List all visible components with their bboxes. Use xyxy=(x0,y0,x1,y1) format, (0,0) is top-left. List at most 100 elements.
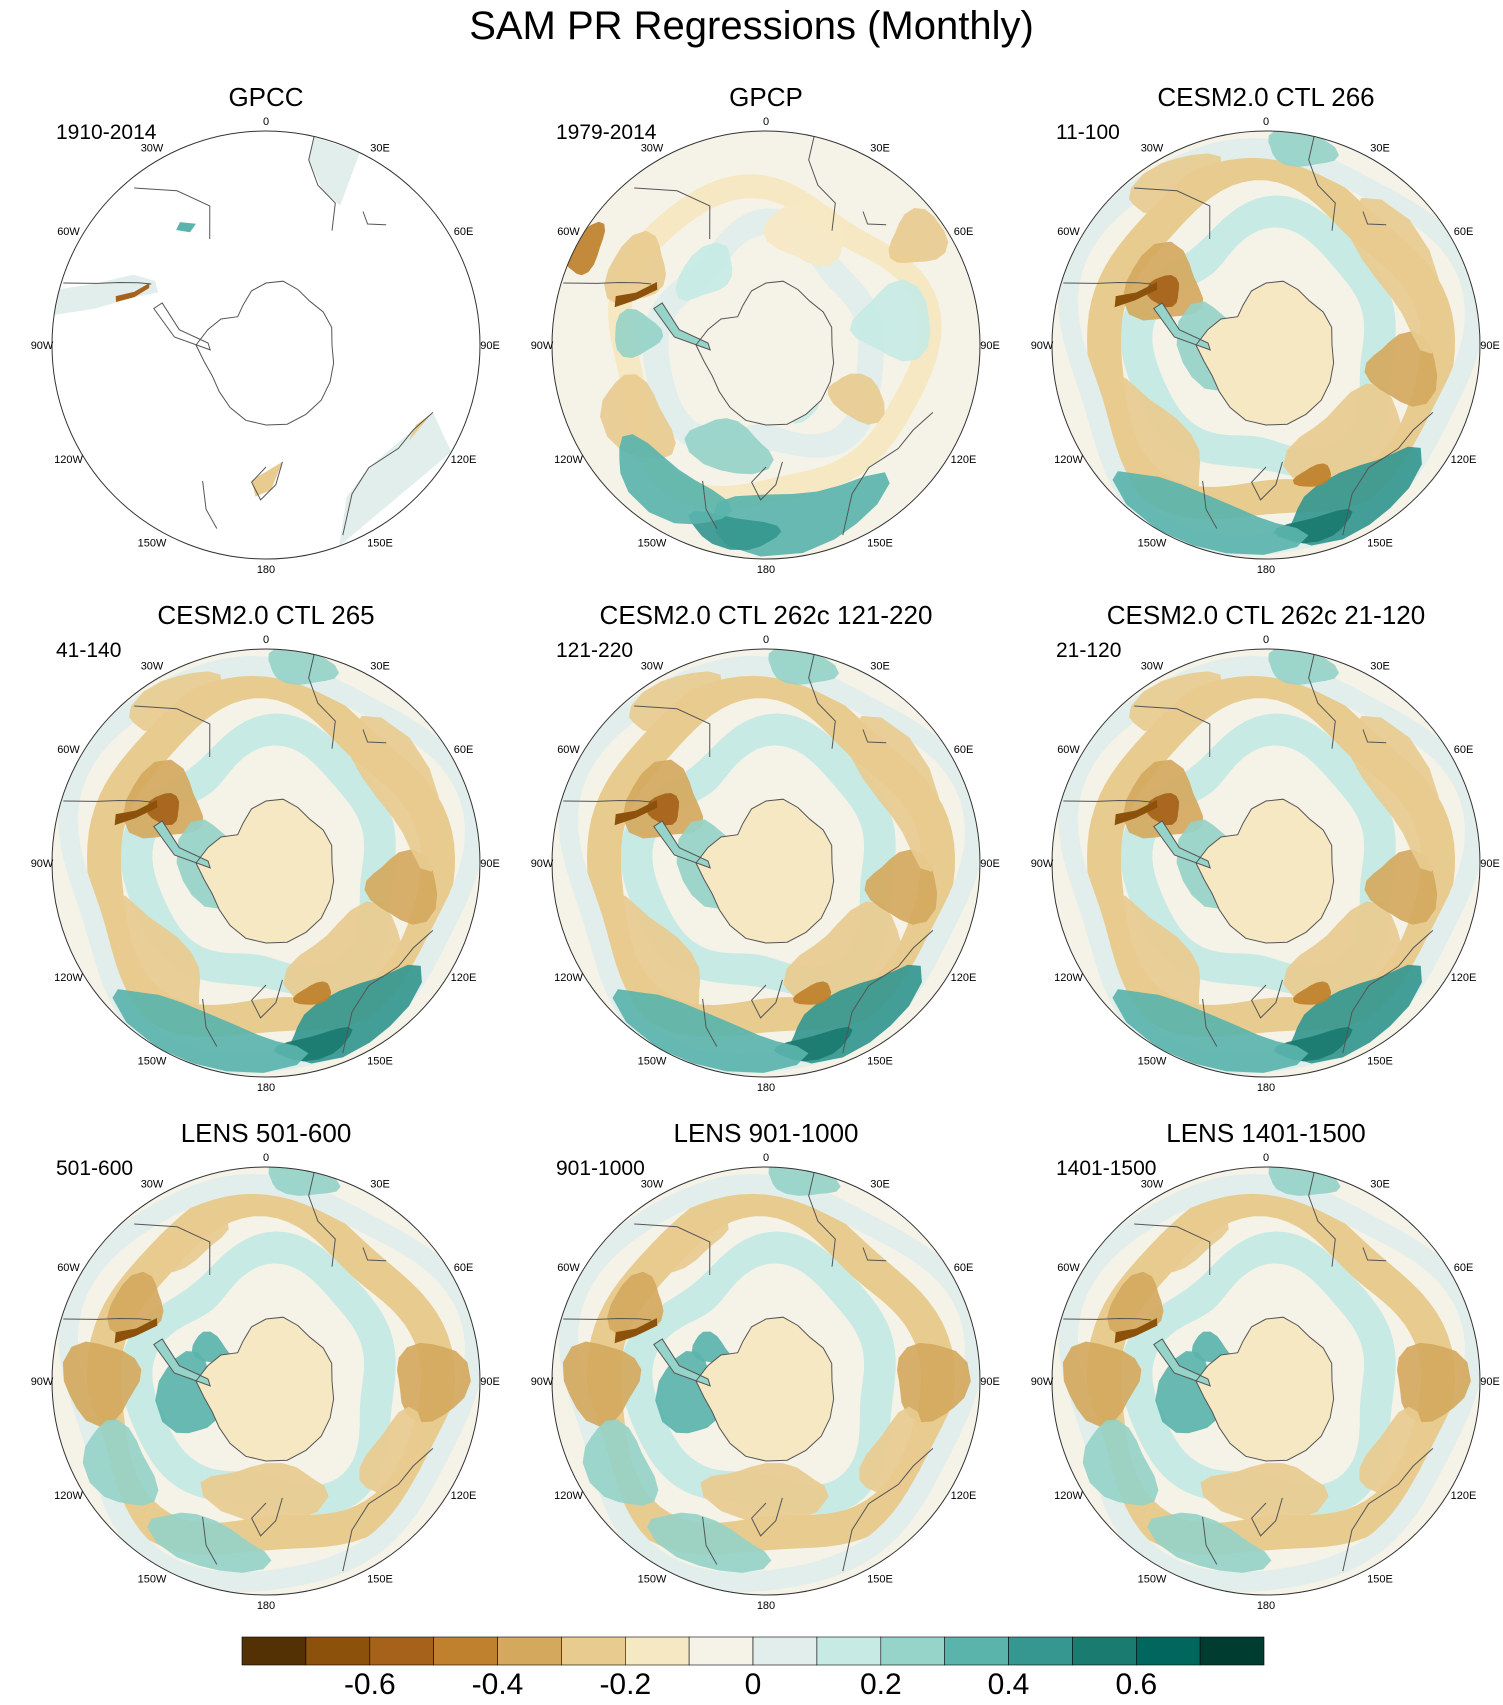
lon-label: 30E xyxy=(1370,1179,1390,1191)
polar-map: 0 30E 60E 90E 120E 150E 180 150W 120W 90W 60W 30W xyxy=(1031,1152,1500,1612)
lon-label: 90E xyxy=(980,1376,1000,1388)
field-anomaly xyxy=(684,418,774,475)
colorbar-swatch xyxy=(561,1636,626,1666)
field-anomaly xyxy=(62,1341,142,1427)
lon-label: 120W xyxy=(1054,1490,1083,1502)
lon-label: 90E xyxy=(1480,1376,1500,1388)
field-anomaly xyxy=(1062,1341,1142,1427)
lon-label: 90E xyxy=(480,858,500,870)
coastline xyxy=(862,1247,887,1262)
polar-map: 0 30E 60E 90E 120E 150E 180 150W 120W 90W 60W 30W xyxy=(1031,634,1500,1094)
field-anomaly xyxy=(1349,715,1443,872)
field-anomaly xyxy=(1200,1463,1329,1524)
coastline xyxy=(750,1497,783,1537)
colorbar-swatch xyxy=(369,1636,434,1666)
lon-label: 120W xyxy=(1054,454,1083,466)
coastline xyxy=(1202,1516,1218,1565)
lon-label: 120W xyxy=(554,454,583,466)
lon-label: 30E xyxy=(1370,143,1390,155)
lon-label: 30W xyxy=(1141,143,1164,155)
field-anomaly xyxy=(762,200,844,267)
map-panel-gpcp: GPCP 1979-2014 0 30E 60E 90E 120E 150E 180 150W… xyxy=(516,80,1016,595)
coastline xyxy=(1308,1172,1336,1267)
antarctica-fill xyxy=(1196,799,1334,943)
field-anomaly xyxy=(700,1463,829,1524)
lon-label: 30W xyxy=(641,661,664,673)
lon-label: 90E xyxy=(980,858,1000,870)
coastline xyxy=(250,461,283,501)
field-anomaly xyxy=(1268,1167,1341,1196)
colorbar-swatch xyxy=(433,1636,498,1666)
lon-label: 60E xyxy=(454,1262,474,1274)
polar-map: 0 30E 60E 90E 120E 150E 180 150W 120W 90W 60W 30W xyxy=(31,116,500,576)
lon-label: 150W xyxy=(638,538,667,550)
field-anomaly xyxy=(864,849,938,925)
coastline xyxy=(134,705,211,758)
field-anomaly xyxy=(1349,197,1443,354)
field-anomaly xyxy=(1105,893,1201,1015)
panel-period: 1401-1500 xyxy=(1056,1157,1157,1180)
lon-label: 180 xyxy=(1257,564,1275,576)
map-panel-gpcc: GPCC 1910-2014 0 30E 60E 90E 120E 150E 180 150W… xyxy=(16,80,516,595)
lon-label: 90W xyxy=(531,340,554,352)
lon-label: 180 xyxy=(757,564,775,576)
andes-anomaly xyxy=(1114,800,1158,826)
panel-period: 1910-2014 xyxy=(56,121,157,144)
field-anomaly xyxy=(268,1167,341,1196)
andes-anomaly xyxy=(614,1318,658,1344)
land-fill xyxy=(53,274,159,316)
panel-title: CESM2.0 CTL 265 xyxy=(157,600,375,630)
panel-period: 1979-2014 xyxy=(556,121,657,144)
panel-title: LENS 501-600 xyxy=(180,1118,352,1148)
peninsula-anomaly xyxy=(1153,821,1211,868)
map-boundary xyxy=(1051,1166,1481,1596)
antarctica-fill xyxy=(696,799,834,943)
field-anomaly xyxy=(82,1419,159,1506)
coastline xyxy=(808,654,836,749)
lon-label: 120E xyxy=(1451,454,1477,466)
field-anomaly xyxy=(1397,1342,1471,1423)
field-anomaly xyxy=(1364,849,1438,925)
field-anomaly xyxy=(1268,131,1339,167)
field-anomaly xyxy=(629,671,722,732)
andes-anomaly xyxy=(114,1318,158,1344)
polar-map: 0 30E 60E 90E 120E 150E 180 150W 120W 90W 60W 30W xyxy=(531,1152,1000,1612)
map-boundary xyxy=(51,1166,481,1596)
field-anomaly xyxy=(349,715,443,872)
colorbar-tick-label: 0.4 xyxy=(987,1668,1030,1701)
field-anomaly xyxy=(1129,671,1222,732)
antarctica-fill xyxy=(696,281,834,425)
lon-label: 90E xyxy=(1480,858,1500,870)
field-anomaly xyxy=(147,1512,272,1573)
andes-anomaly xyxy=(1114,282,1158,308)
field-anomaly xyxy=(1292,981,1332,1005)
field-anomaly xyxy=(612,989,809,1073)
ocean-background xyxy=(52,131,480,559)
peninsula-coast xyxy=(653,820,711,869)
colorbar-tick-label: 0.6 xyxy=(1115,1668,1158,1701)
field-anomaly xyxy=(200,1463,329,1524)
map-boundary xyxy=(551,648,981,1078)
colorbar-swatch xyxy=(816,1636,882,1666)
lon-label: 0 xyxy=(763,634,769,646)
antarctica-fill xyxy=(1196,1317,1334,1461)
field-anomaly xyxy=(897,1342,971,1423)
coastline xyxy=(1342,1448,1434,1572)
lon-label: 120W xyxy=(1054,972,1083,984)
field-anomaly xyxy=(105,893,201,1015)
coastline xyxy=(634,705,711,758)
lon-label: 30E xyxy=(370,143,390,155)
field-anomaly xyxy=(768,1167,841,1196)
lon-label: 0 xyxy=(263,116,269,128)
field-anomaly xyxy=(146,793,179,826)
map-boundary xyxy=(51,648,481,1078)
field-ring xyxy=(120,1231,396,1515)
lon-label: 180 xyxy=(757,1600,775,1612)
lon-label: 90E xyxy=(480,340,500,352)
lon-label: 60W xyxy=(57,744,80,756)
lon-label: 150W xyxy=(1138,538,1167,550)
panel-title: LENS 1401-1500 xyxy=(1166,1118,1366,1148)
polar-map: 0 30E 60E 90E 120E 150E 180 150W 120W 90W 60W 30W xyxy=(531,116,1000,576)
colorbar-tick-label: -0.6 xyxy=(343,1668,396,1701)
field-anomaly xyxy=(1149,1218,1229,1273)
